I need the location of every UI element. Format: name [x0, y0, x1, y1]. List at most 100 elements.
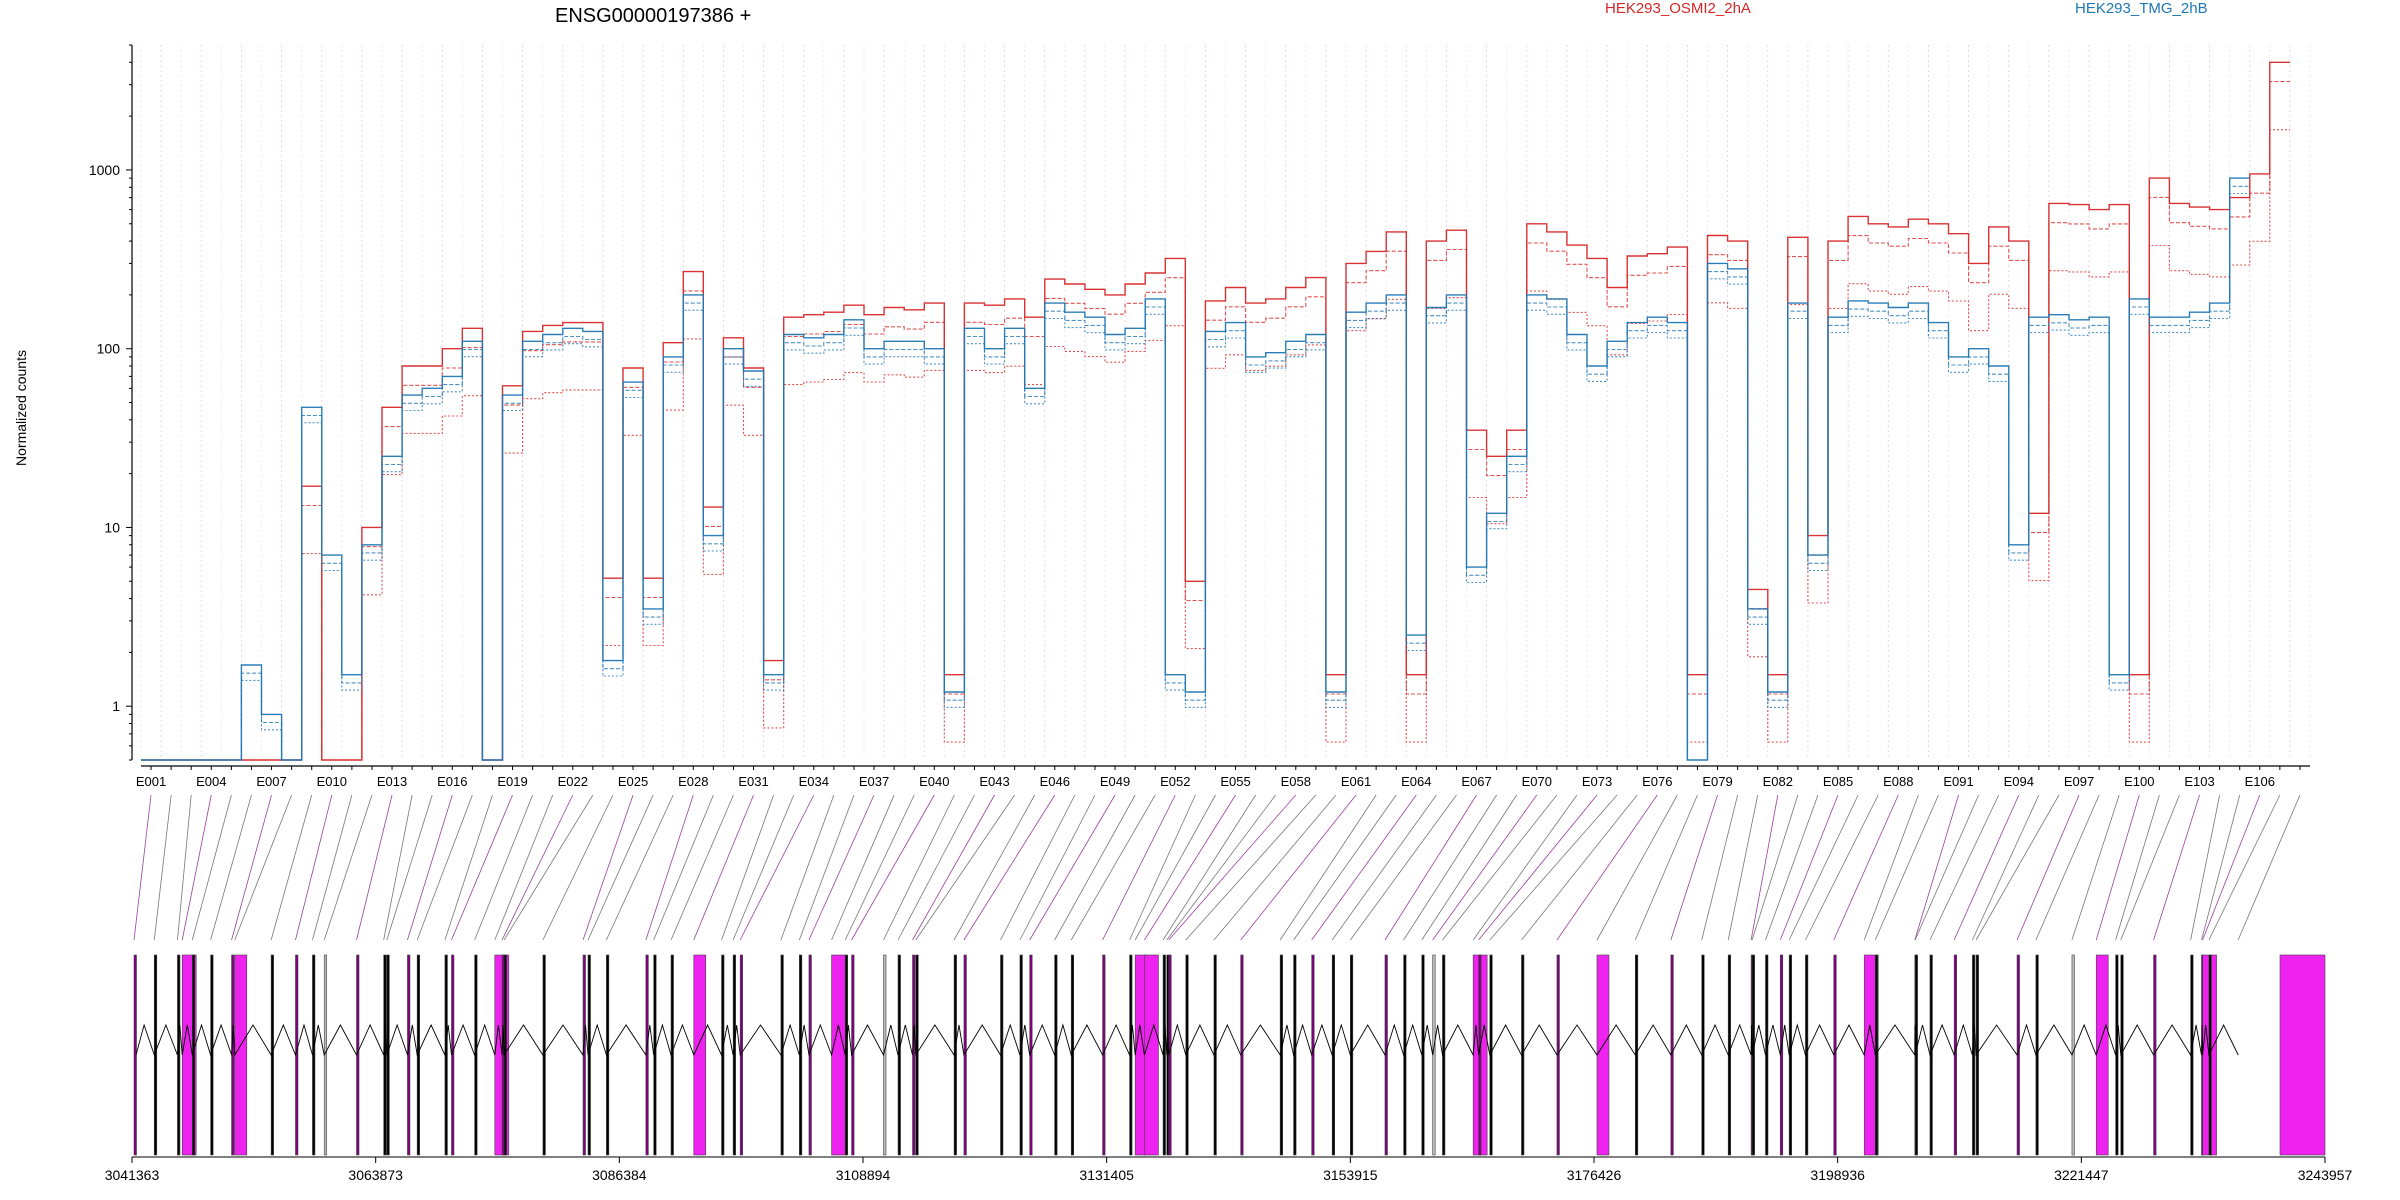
exon-connector [2201, 794, 2241, 941]
exon-connector [383, 794, 413, 941]
x-tick-label: E106 [2245, 774, 2275, 789]
x-tick-label: E103 [2184, 774, 2214, 789]
exon-connector [953, 794, 1036, 941]
x-tick-label: E004 [196, 774, 226, 789]
x-tick-label: E037 [859, 774, 889, 789]
x-tick-label: E067 [1461, 774, 1491, 789]
exon-connector [2202, 794, 2261, 941]
exon-connector [1129, 794, 1196, 941]
exon-connector [231, 794, 272, 941]
exon-connector [210, 794, 252, 941]
exon-connector [1168, 794, 1297, 941]
x-tick-label: E034 [799, 774, 829, 789]
exon-connector [2237, 794, 2301, 941]
exon-block [1144, 954, 1159, 1156]
exon-connector [915, 794, 1015, 941]
exon-connector [2071, 794, 2120, 941]
exon-connector [295, 794, 333, 941]
exon-connector [1240, 794, 1357, 941]
chart-title: ENSG00000197386 + [555, 5, 751, 27]
x-tick-label: E052 [1160, 774, 1190, 789]
exon-connector [808, 794, 875, 941]
exon-connector [851, 794, 935, 941]
exon-connector [1213, 794, 1337, 941]
x-tick-label: E046 [1040, 774, 1070, 789]
exon-connector [2016, 794, 2080, 941]
exon-connector [181, 794, 212, 941]
exon-connector [1185, 794, 1317, 941]
x-tick-label: E070 [1522, 774, 1552, 789]
x-tick-label: E022 [558, 774, 588, 789]
exon-connector [1805, 794, 1879, 941]
exon-connector [2190, 794, 2221, 941]
x-tick-label: E082 [1763, 774, 1793, 789]
coordinate-tick-label: 3041363 [105, 1167, 160, 1183]
exon-connector [133, 794, 152, 941]
exon-connector [542, 794, 614, 941]
x-tick-label: E028 [678, 774, 708, 789]
exon-connector [407, 794, 453, 941]
exon-connector [1634, 794, 1698, 941]
exon-connector [1779, 794, 1839, 941]
exon-connector [1432, 794, 1538, 941]
exon-connector [1478, 794, 1598, 941]
exon-connector [1029, 794, 1116, 941]
exon-connector [1279, 794, 1377, 941]
exon-connector [653, 794, 714, 941]
exon-connector [1166, 794, 1277, 941]
exon-connector [2120, 794, 2180, 941]
exon-block [831, 954, 846, 1156]
exon-connector [1670, 794, 1718, 941]
x-tick-label: E055 [1220, 774, 1250, 789]
coordinate-tick-label: 3221447 [2054, 1167, 2109, 1183]
x-tick-label: E064 [1401, 774, 1431, 789]
exon-connector [883, 794, 955, 941]
exon-block [1596, 954, 1610, 1156]
x-tick-label: E031 [738, 774, 768, 789]
x-tick-label: E007 [256, 774, 286, 789]
exon-connector [312, 794, 353, 941]
exon-connector [474, 794, 533, 941]
exon-connector [739, 794, 815, 941]
coordinate-tick-label: 3063873 [348, 1167, 403, 1183]
x-tick-label: E073 [1582, 774, 1612, 789]
exon-connector [2035, 794, 2100, 941]
exon-connector [1162, 794, 1256, 941]
exon-connector [1350, 794, 1457, 941]
y-tick-label: 1 [112, 698, 120, 714]
x-tick-label: E079 [1702, 774, 1732, 789]
y-tick-label: 100 [97, 341, 121, 357]
x-tick-label: E088 [1883, 774, 1913, 789]
exon-connector [1521, 794, 1638, 941]
exon-connector [386, 794, 433, 941]
exon-connector [1019, 794, 1096, 941]
legend-entry-series-b: HEK293_TMG_2hB [2075, 0, 2208, 17]
exon-connector [831, 794, 895, 941]
coordinate-tick-label: 3176426 [1567, 1167, 1622, 1183]
exon-connector [606, 794, 674, 941]
exon-connector [844, 794, 915, 941]
series-line [141, 61, 2290, 761]
exon-connector [897, 794, 975, 941]
exon-grid-lines [140, 45, 2311, 760]
y-axis: 1 10 100 1000 [89, 44, 133, 761]
exon-connector [670, 794, 734, 941]
exon-connector [2208, 794, 2281, 941]
x-tick-label: E013 [377, 774, 407, 789]
exon-connector [1421, 794, 1518, 941]
exon-connector [1070, 794, 1156, 941]
exon-connector [1788, 794, 1859, 941]
x-tick-label: E091 [1943, 774, 1973, 789]
exon-block [2279, 954, 2326, 1156]
exon-connector [323, 794, 373, 941]
exon-connector [356, 794, 393, 941]
series-layer [141, 61, 2290, 761]
exon-connector [1914, 794, 1959, 941]
exon-connector [1403, 794, 1497, 941]
exon-connector [153, 794, 172, 941]
exon-connector [1914, 794, 1979, 941]
series-line [141, 177, 2250, 761]
exon-connector [587, 794, 654, 941]
exon-connector [1442, 794, 1558, 941]
